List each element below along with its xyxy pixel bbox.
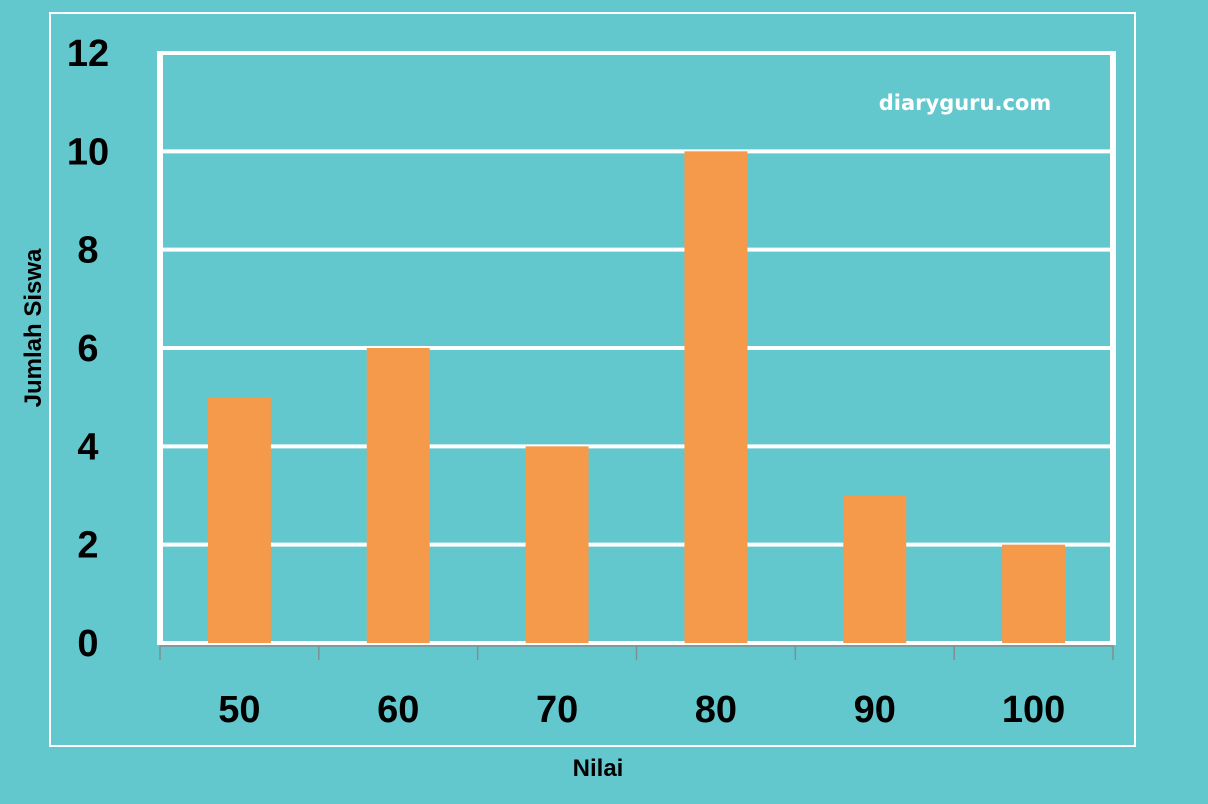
bars [207, 151, 1066, 644]
bar-70 [525, 446, 589, 643]
bar-60 [366, 348, 430, 643]
x-tick-label: 60 [377, 689, 419, 731]
bar-80 [684, 151, 748, 644]
y-tick-label: 2 [77, 525, 98, 567]
chart-frame [49, 12, 1136, 747]
y-axis-title: Jumlah Siswa [20, 248, 47, 408]
x-tick-label: 50 [218, 689, 260, 731]
x-tick-label: 90 [854, 689, 896, 731]
x-tick-label: 70 [536, 689, 578, 731]
x-axis-title: Nilai [572, 755, 624, 782]
y-tick-label: 8 [77, 230, 98, 272]
y-tick-label: 0 [77, 623, 98, 665]
y-tick-label: 6 [77, 328, 98, 370]
bar-100 [1002, 544, 1066, 643]
y-tick-label: 12 [67, 33, 109, 75]
x-tick-label: 100 [1002, 689, 1065, 731]
bar-90 [843, 495, 907, 643]
gridlines [160, 51, 1113, 645]
y-tick-label: 10 [67, 131, 109, 173]
x-tick-label: 80 [695, 689, 737, 731]
y-tick-label: 4 [77, 426, 98, 468]
tick-labels: 0 2 4 6 8 10 12 50 60 70 80 90 100 [67, 33, 1065, 731]
axes [157, 51, 1116, 660]
watermark-text: diaryguru.com [878, 91, 1052, 115]
bar-50 [207, 397, 271, 643]
